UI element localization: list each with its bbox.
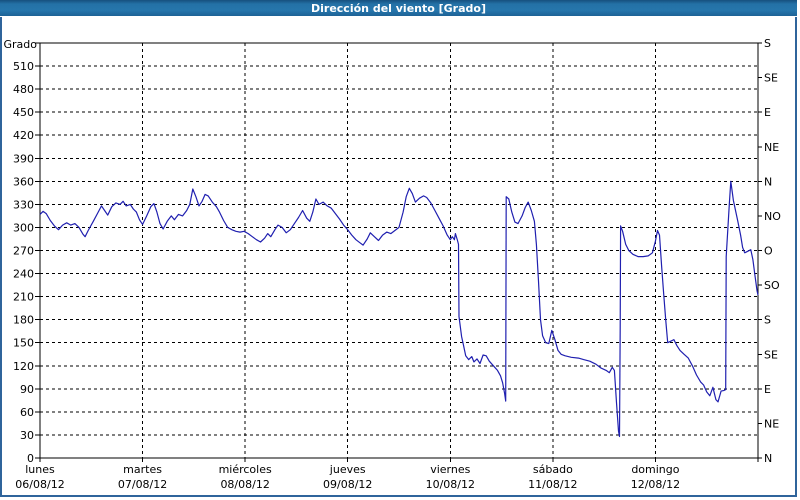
compass-axis-tick-label: E xyxy=(764,383,771,396)
x-date-label: 07/08/12 xyxy=(118,478,167,491)
plot-frame xyxy=(39,42,759,459)
compass-axis-tick-label: SO xyxy=(764,279,780,292)
compass-axis-tick-label: SE xyxy=(764,348,778,361)
x-day-label: jueves xyxy=(329,463,366,476)
compass-axis-tick-label: S xyxy=(764,37,771,50)
compass-axis-tick-label: NO xyxy=(764,210,781,223)
y-axis-tick-label: 60 xyxy=(20,406,34,419)
compass-axis-tick-label: N xyxy=(764,452,772,465)
x-date-label: 11/08/12 xyxy=(528,478,577,491)
x-day-label: miércoles xyxy=(219,463,272,476)
compass-axis-tick-label: O xyxy=(764,245,773,258)
y-axis-tick-label: 210 xyxy=(13,291,34,304)
y-axis-tick-label: 0 xyxy=(27,452,34,465)
y-axis-tick-label: 360 xyxy=(13,175,34,188)
x-day-label: domingo xyxy=(631,463,679,476)
chart-title: Dirección del viento [Grado] xyxy=(311,1,486,15)
x-day-label: lunes xyxy=(25,463,55,476)
x-date-label: 06/08/12 xyxy=(15,478,64,491)
x-date-label: 08/08/12 xyxy=(220,478,269,491)
y-axis-tick-label: 30 xyxy=(20,429,34,442)
x-date-label: 12/08/12 xyxy=(631,478,680,491)
y-axis-tick-label: 330 xyxy=(13,198,34,211)
x-day-label: sábado xyxy=(533,463,573,476)
x-day-label: martes xyxy=(123,463,162,476)
y-axis-tick-label: 120 xyxy=(13,360,34,373)
y-axis-tick-label: 510 xyxy=(13,60,34,73)
x-day-label: viernes xyxy=(430,463,470,476)
y-axis-tick-label: 300 xyxy=(13,221,34,234)
y-axis-tick-label: 270 xyxy=(13,245,34,258)
y-axis-tick-label: 390 xyxy=(13,152,34,165)
y-axis-tick-label: 450 xyxy=(13,106,34,119)
x-date-label: 09/08/12 xyxy=(323,478,372,491)
compass-axis-tick-label: E xyxy=(764,106,771,119)
y-axis-tick-label: 480 xyxy=(13,83,34,96)
compass-axis-tick-label: NE xyxy=(764,141,779,154)
y-axis-tick-label: 240 xyxy=(13,268,34,281)
y-axis-tick-label: 180 xyxy=(13,314,34,327)
compass-axis-tick-label: S xyxy=(764,314,771,327)
y-axis-tick-label: 420 xyxy=(13,129,34,142)
y-axis-tick-label: 90 xyxy=(20,383,34,396)
y-axis-title: Grado xyxy=(4,38,38,51)
compass-axis-tick-label: NE xyxy=(764,417,779,430)
chart-title-bar: Dirección del viento [Grado] xyxy=(0,0,797,17)
x-date-label: 10/08/12 xyxy=(426,478,475,491)
compass-axis-tick-label: SE xyxy=(764,72,778,85)
y-axis-tick-label: 150 xyxy=(13,337,34,350)
compass-axis-tick-label: N xyxy=(764,175,772,188)
wind-direction-line xyxy=(39,180,759,438)
